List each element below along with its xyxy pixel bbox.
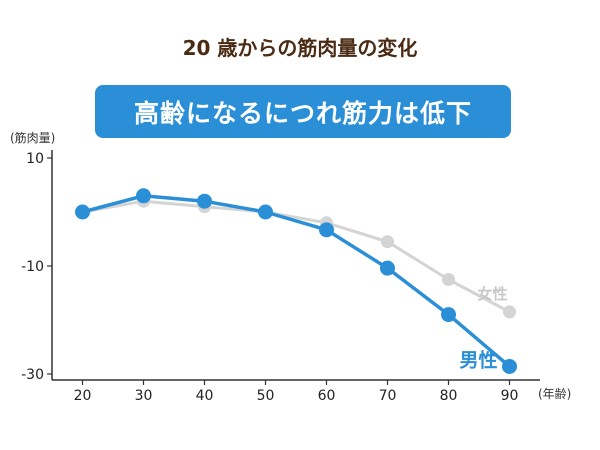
data-point — [380, 260, 395, 276]
data-point — [197, 193, 212, 209]
data-point — [258, 204, 273, 220]
x-tick-label: 70 — [379, 388, 397, 404]
series-line — [82, 194, 511, 368]
data-point — [502, 358, 517, 374]
y-axis-label: (筋肉量) — [10, 130, 55, 145]
data-point — [319, 222, 334, 238]
chart-title: 20 歳からの筋肉量の変化 — [182, 36, 418, 60]
y-tick-label: 10 — [26, 151, 44, 167]
data-point — [136, 188, 151, 204]
x-tick-label: 80 — [440, 388, 458, 404]
series-male: 男性 — [75, 188, 517, 374]
data-point — [381, 235, 394, 249]
data-point — [441, 307, 456, 323]
y-tick-label: -10 — [21, 259, 44, 275]
data-point — [503, 305, 516, 319]
x-tick-label: 40 — [196, 388, 214, 404]
series-line — [82, 199, 511, 314]
data-point — [442, 273, 455, 286]
x-tick-label: 60 — [318, 388, 336, 404]
series-label: 男性 — [459, 348, 497, 371]
y-tick-label: -30 — [21, 367, 44, 383]
x-tick-label: 50 — [257, 388, 275, 404]
x-tick-label: 20 — [74, 388, 92, 404]
x-tick-label: 90 — [501, 388, 519, 404]
data-point — [75, 204, 90, 220]
x-axis-label: (年齢) — [538, 386, 571, 401]
series-female: 女性 — [76, 194, 516, 319]
series-label: 女性 — [477, 285, 507, 303]
x-tick-label: 30 — [135, 388, 153, 404]
headline-banner: 高齢になるにつれ筋力は低下 — [95, 85, 511, 138]
